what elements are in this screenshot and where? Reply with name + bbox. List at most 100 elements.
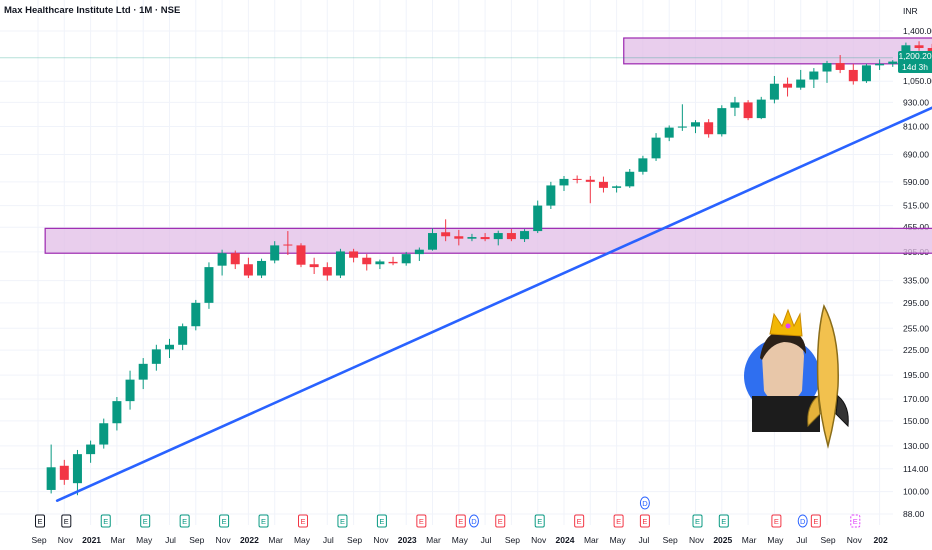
dividend-marker-icon[interactable] (797, 514, 808, 528)
earnings-marker-icon[interactable] (61, 514, 72, 528)
x-tick-label: Mar (426, 535, 441, 545)
candle-body[interactable] (704, 122, 714, 135)
candle-body[interactable] (151, 349, 161, 364)
trendline[interactable] (55, 80, 932, 502)
earnings-marker-icon[interactable] (810, 514, 821, 528)
earnings-marker-icon[interactable] (179, 514, 190, 528)
earnings-marker-icon[interactable] (35, 514, 45, 528)
candle-body[interactable] (46, 467, 56, 490)
candle-body[interactable] (388, 261, 398, 264)
candle-body[interactable] (72, 454, 82, 484)
candle-body[interactable] (125, 379, 135, 402)
candle-body[interactable] (178, 326, 188, 345)
earnings-marker-icon[interactable] (495, 514, 506, 528)
candle-body[interactable] (612, 186, 622, 188)
earnings-marker-icon[interactable] (613, 514, 624, 528)
candle-body[interactable] (743, 102, 753, 119)
candle-body[interactable] (533, 205, 543, 232)
candle-body[interactable] (191, 302, 201, 327)
candle-body[interactable] (796, 79, 806, 88)
earnings-marker-icon[interactable] (850, 514, 861, 528)
candle-body[interactable] (467, 237, 477, 239)
dividend-marker-icon[interactable] (639, 496, 650, 510)
resistance-zone[interactable] (623, 37, 932, 65)
candle-body[interactable] (165, 344, 174, 350)
candle-body[interactable] (835, 63, 845, 70)
earnings-marker-icon[interactable] (376, 514, 387, 528)
candle-body[interactable] (99, 423, 109, 445)
candle-body[interactable] (138, 363, 148, 380)
candle-body[interactable] (428, 233, 437, 250)
candle-body[interactable] (875, 63, 885, 66)
candle-body[interactable] (730, 102, 740, 108)
candle-body[interactable] (756, 99, 766, 119)
candle-body[interactable] (598, 181, 608, 188)
candle-body[interactable] (585, 179, 595, 182)
earnings-marker-icon[interactable] (219, 514, 230, 528)
candle-body[interactable] (257, 260, 267, 276)
candle-body[interactable] (822, 63, 832, 72)
candle-body[interactable] (809, 71, 819, 80)
candle-body[interactable] (520, 231, 530, 240)
candle-body[interactable] (559, 178, 569, 186)
candle-body[interactable] (454, 236, 464, 239)
candle-body[interactable] (861, 65, 871, 82)
candle-body[interactable] (204, 267, 214, 303)
candle-body[interactable] (914, 45, 924, 49)
candle-body[interactable] (309, 264, 319, 268)
earnings-marker-icon[interactable] (718, 514, 729, 528)
candle-body[interactable] (888, 61, 898, 64)
earnings-marker-icon[interactable] (692, 514, 703, 528)
candle-body[interactable] (691, 122, 700, 127)
candle-body[interactable] (441, 232, 451, 237)
candle-body[interactable] (677, 126, 687, 128)
candle-body[interactable] (322, 267, 332, 276)
y-tick-label: 114.00 (903, 464, 929, 474)
candle-body[interactable] (625, 171, 635, 187)
resistance-zone[interactable] (44, 227, 932, 254)
candle-body[interactable] (651, 137, 661, 159)
earnings-marker-icon[interactable] (258, 514, 269, 528)
earnings-marker-icon[interactable] (140, 514, 151, 528)
earnings-marker-icon[interactable] (337, 514, 348, 528)
candle-body[interactable] (335, 251, 345, 276)
earnings-marker-icon[interactable] (455, 514, 466, 528)
candle-body[interactable] (783, 83, 793, 88)
candle-body[interactable] (349, 251, 359, 258)
candle-body[interactable] (230, 253, 240, 265)
candle-body[interactable] (506, 233, 516, 240)
candle-body[interactable] (493, 233, 503, 240)
candle-body[interactable] (112, 401, 122, 424)
candle-body[interactable] (572, 178, 582, 180)
earnings-marker-icon[interactable] (639, 514, 650, 528)
candle-body[interactable] (546, 185, 556, 206)
candle-body[interactable] (283, 244, 293, 246)
x-tick-label: Mar (584, 535, 599, 545)
candle-body[interactable] (270, 245, 280, 261)
y-tick-label: 150.00 (903, 416, 929, 426)
candle-body[interactable] (375, 261, 385, 265)
candle-body[interactable] (86, 444, 96, 455)
candle-body[interactable] (769, 83, 779, 100)
candle-body[interactable] (664, 127, 674, 138)
candle-body[interactable] (414, 249, 424, 255)
candle-body[interactable] (217, 253, 227, 266)
earnings-marker-icon[interactable] (100, 514, 111, 528)
earnings-marker-icon[interactable] (298, 514, 308, 528)
candle-body[interactable] (848, 69, 858, 82)
candle-body[interactable] (717, 108, 727, 135)
earnings-marker-icon[interactable] (534, 514, 545, 528)
candle-body[interactable] (59, 465, 69, 480)
candle-body[interactable] (401, 254, 411, 264)
candle-body[interactable] (638, 158, 648, 172)
candle-body[interactable] (480, 237, 490, 240)
dividend-marker-icon[interactable] (468, 514, 479, 528)
candle-body[interactable] (362, 257, 372, 265)
candle-body[interactable] (296, 245, 306, 265)
y-tick-label: 295.00 (903, 298, 929, 308)
earnings-marker-icon[interactable] (771, 514, 782, 528)
candle-body[interactable] (243, 264, 253, 276)
earnings-marker-icon[interactable] (574, 514, 585, 528)
earnings-marker-icon[interactable] (416, 514, 427, 528)
